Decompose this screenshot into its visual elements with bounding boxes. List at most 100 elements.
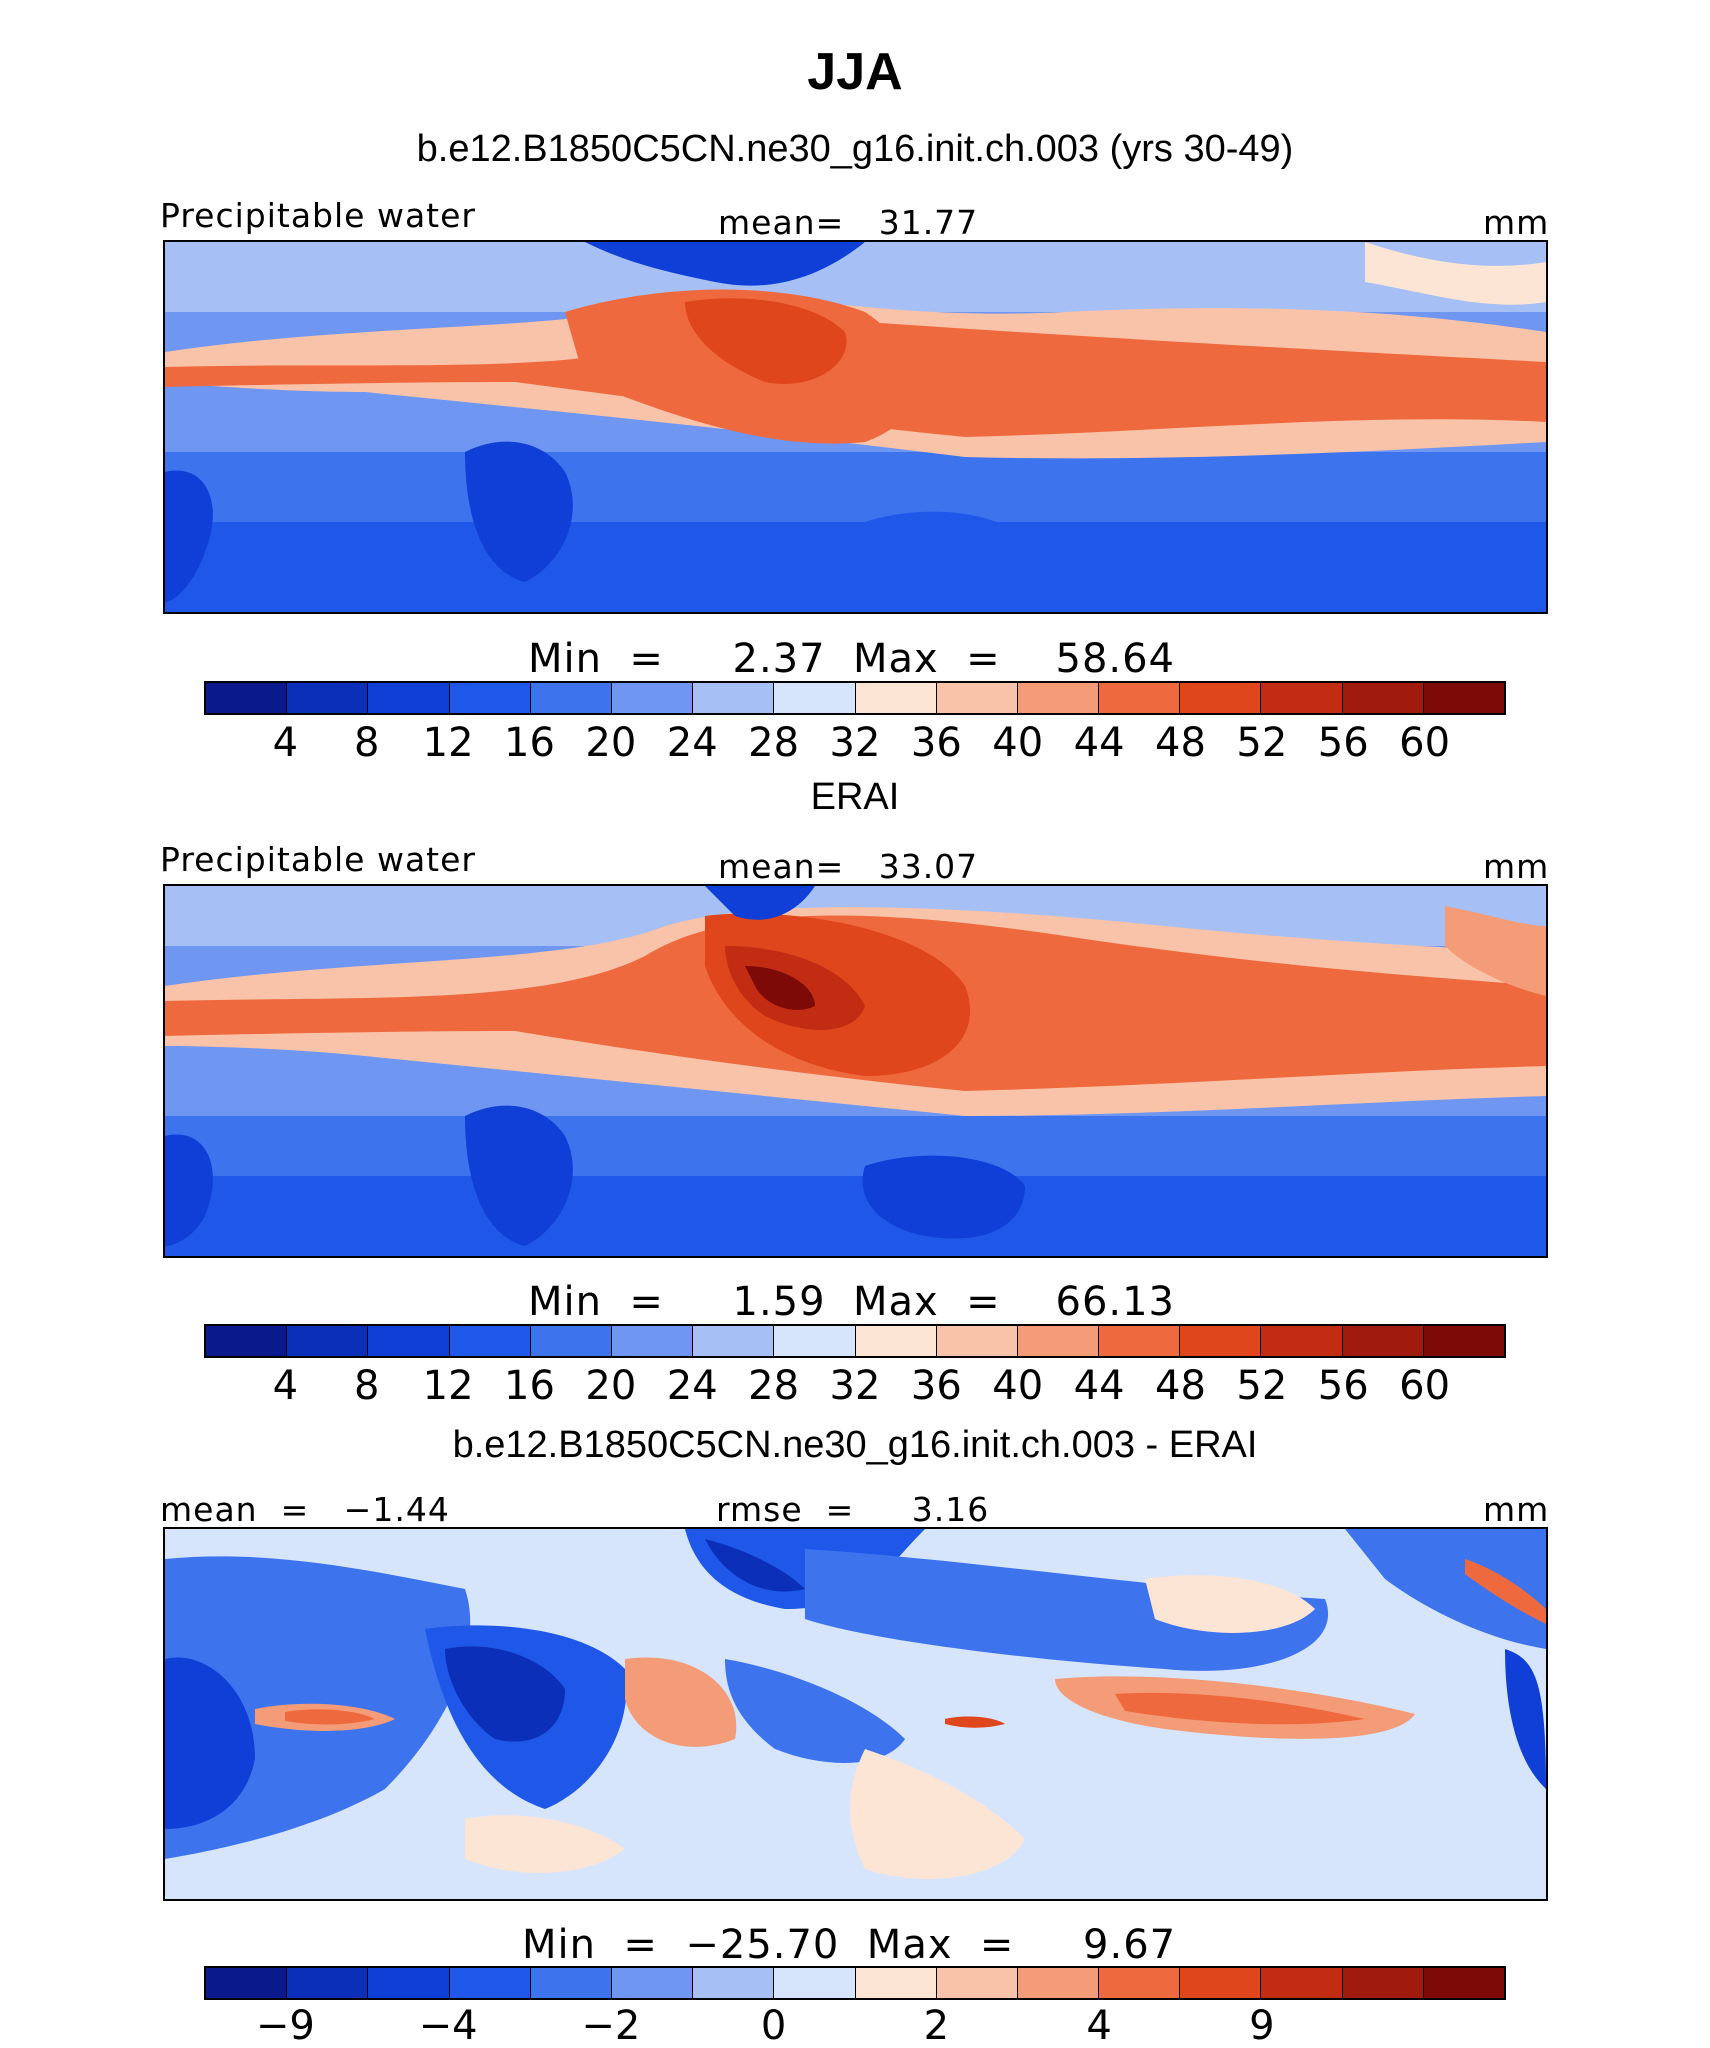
colorbar-swatch xyxy=(693,1968,775,1998)
panel-3-mean-label: mean = −1.44 xyxy=(160,1490,450,1529)
colorbar-swatch xyxy=(855,683,937,713)
colorbar-swatch xyxy=(1342,1968,1424,1998)
colorbar-tick-label: 40 xyxy=(992,720,1044,766)
panel-2-map xyxy=(163,884,1548,1258)
colorbar-swatch xyxy=(1180,1968,1262,1998)
colorbar-swatch xyxy=(368,1968,450,1998)
colorbar-swatch xyxy=(774,1326,856,1356)
colorbar-swatch xyxy=(855,1326,937,1356)
colorbar-tick-label: 36 xyxy=(910,1363,962,1409)
colorbar-swatch xyxy=(1099,1968,1181,1998)
colorbar-tick-label: 2 xyxy=(923,2003,950,2048)
colorbar-swatch xyxy=(530,1326,612,1356)
panel-1-field xyxy=(165,242,1546,612)
colorbar-tick-label: 20 xyxy=(585,1363,637,1409)
colorbar-tick-label: 28 xyxy=(748,720,800,766)
colorbar-swatch xyxy=(287,1968,369,1998)
colorbar-swatch xyxy=(1099,1326,1181,1356)
colorbar-swatch xyxy=(1261,1326,1343,1356)
colorbar-swatch xyxy=(530,683,612,713)
panel-2-variable-label: Precipitable water xyxy=(160,840,476,879)
panel-2-subtitle: ERAI xyxy=(810,776,900,818)
colorbar-tick-label: 32 xyxy=(829,720,881,766)
panel-3-map xyxy=(163,1527,1548,1901)
colorbar-swatch xyxy=(936,683,1018,713)
colorbar-swatch xyxy=(1423,683,1504,713)
colorbar-tick-label: 4 xyxy=(272,720,299,766)
colorbar-swatch xyxy=(611,1968,694,1998)
panel-1-variable-label: Precipitable water xyxy=(160,196,476,235)
colorbar-swatch xyxy=(611,683,694,713)
colorbar-swatch xyxy=(611,1326,694,1356)
colorbar-swatch xyxy=(1261,1968,1343,1998)
colorbar-swatch xyxy=(855,1968,937,1998)
colorbar-tick-label: 24 xyxy=(666,720,718,766)
colorbar-tick-label: 4 xyxy=(272,1363,299,1409)
colorbar-tick-label: 52 xyxy=(1236,720,1288,766)
colorbar-swatch xyxy=(206,683,288,713)
colorbar-tick-label: 20 xyxy=(585,720,637,766)
colorbar-tick-label: 16 xyxy=(504,720,555,766)
colorbar-swatch xyxy=(1423,1326,1504,1356)
colorbar-tick-label: 32 xyxy=(829,1363,881,1409)
colorbar-swatch xyxy=(1017,1968,1100,1998)
panel-3-minmax: Min = −25.70 Max = 9.67 xyxy=(522,1922,1177,1968)
panel-2-colorbar xyxy=(204,1324,1506,1358)
colorbar-tick-label: −2 xyxy=(581,2003,641,2048)
panel-3-rmse-label: rmse = 3.16 xyxy=(716,1490,990,1529)
colorbar-tick-label: 52 xyxy=(1236,1363,1288,1409)
panel-1-colorbar xyxy=(204,681,1506,715)
colorbar-swatch xyxy=(693,1326,775,1356)
figure-title: JJA xyxy=(807,43,903,101)
colorbar-tick-label: 56 xyxy=(1317,720,1369,766)
colorbar-swatch xyxy=(206,1968,288,1998)
colorbar-swatch xyxy=(1342,1326,1424,1356)
panel-2-field xyxy=(165,886,1546,1256)
colorbar-tick-label: 9 xyxy=(1249,2003,1275,2048)
colorbar-tick-label: 24 xyxy=(666,1363,718,1409)
colorbar-tick-label: 56 xyxy=(1317,1363,1369,1409)
colorbar-swatch xyxy=(449,683,531,713)
panel-2-minmax: Min = 1.59 Max = 66.13 xyxy=(528,1279,1175,1325)
colorbar-swatch xyxy=(449,1326,531,1356)
colorbar-swatch xyxy=(1017,1326,1100,1356)
colorbar-tick-label: −4 xyxy=(418,2003,478,2048)
colorbar-tick-label: 40 xyxy=(992,1363,1044,1409)
colorbar-tick-label: 60 xyxy=(1399,720,1451,766)
colorbar-swatch xyxy=(774,683,856,713)
panel-1-subtitle: b.e12.B1850C5CN.ne30_g16.init.ch.003 (yr… xyxy=(416,128,1294,170)
panel-3-units-label: mm xyxy=(1483,1490,1550,1529)
colorbar-swatch xyxy=(1261,683,1343,713)
panel-1-mean-label: mean= 31.77 xyxy=(718,203,979,242)
colorbar-tick-label: 44 xyxy=(1073,720,1125,766)
colorbar-tick-label: 0 xyxy=(760,2003,787,2048)
colorbar-tick-label: 8 xyxy=(354,720,380,766)
colorbar-tick-label: 48 xyxy=(1155,720,1206,766)
panel-1-map xyxy=(163,240,1548,614)
colorbar-swatch xyxy=(449,1968,531,1998)
colorbar-swatch xyxy=(1099,683,1181,713)
panel-1-minmax: Min = 2.37 Max = 58.64 xyxy=(528,636,1175,682)
colorbar-swatch xyxy=(1180,683,1262,713)
colorbar-swatch xyxy=(774,1968,856,1998)
panel-2-colorbar-ticks: 4 8 12 16 20 24 28 32 36 40 44 48 52 56 60 xyxy=(0,1363,1710,1413)
colorbar-tick-label: 44 xyxy=(1073,1363,1125,1409)
panel-3-colorbar-ticks: −9 −4 −2 0 2 4 9 xyxy=(0,2003,1710,2048)
panel-1-units-label: mm xyxy=(1483,203,1550,242)
colorbar-tick-label: 48 xyxy=(1155,1363,1206,1409)
colorbar-swatch xyxy=(936,1968,1018,1998)
colorbar-swatch xyxy=(206,1326,288,1356)
panel-3-subtitle: b.e12.B1850C5CN.ne30_g16.init.ch.003 - E… xyxy=(452,1424,1258,1466)
colorbar-swatch xyxy=(368,1326,450,1356)
colorbar-swatch xyxy=(287,1326,369,1356)
colorbar-tick-label: −9 xyxy=(255,2003,315,2048)
panel-1-colorbar-ticks: 4 8 12 16 20 24 28 32 36 40 44 48 52 56 60 xyxy=(0,720,1710,770)
panel-3-field xyxy=(165,1529,1546,1899)
colorbar-swatch xyxy=(1017,683,1100,713)
colorbar-swatch xyxy=(1423,1968,1504,1998)
colorbar-swatch xyxy=(1180,1326,1262,1356)
colorbar-tick-label: 12 xyxy=(422,1363,474,1409)
colorbar-swatch xyxy=(368,683,450,713)
colorbar-tick-label: 4 xyxy=(1086,2003,1112,2048)
colorbar-swatch xyxy=(693,683,775,713)
